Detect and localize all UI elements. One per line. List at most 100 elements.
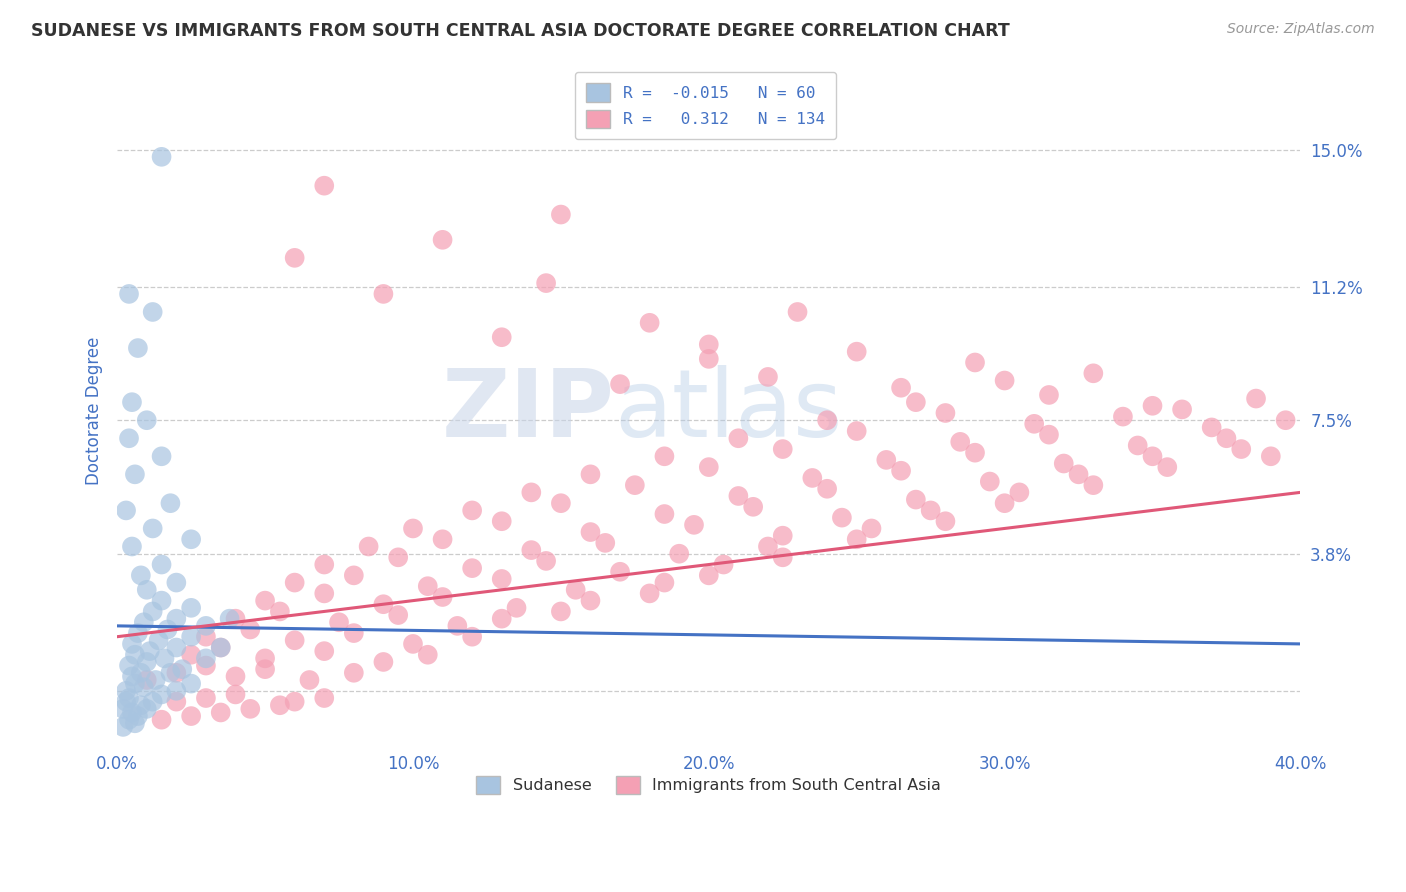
Point	[373, 655, 395, 669]
Point	[1171, 402, 1194, 417]
Point	[920, 503, 942, 517]
Point	[225, 669, 247, 683]
Point	[1215, 431, 1237, 445]
Point	[180, 630, 202, 644]
Point	[624, 478, 647, 492]
Point	[579, 593, 602, 607]
Point	[124, 676, 146, 690]
Point	[269, 698, 291, 713]
Point	[727, 431, 749, 445]
Point	[963, 445, 986, 459]
Point	[150, 558, 173, 572]
Point	[357, 540, 380, 554]
Point	[180, 648, 202, 662]
Point	[269, 604, 291, 618]
Point	[1260, 450, 1282, 464]
Point	[949, 434, 972, 449]
Point	[579, 467, 602, 482]
Point	[180, 600, 202, 615]
Point	[209, 640, 232, 655]
Point	[772, 442, 794, 456]
Text: ZIP: ZIP	[441, 365, 614, 458]
Point	[314, 691, 336, 706]
Legend: Sudanese, Immigrants from South Central Asia: Sudanese, Immigrants from South Central …	[467, 766, 950, 804]
Point	[127, 626, 149, 640]
Point	[683, 517, 706, 532]
Point	[815, 482, 838, 496]
Point	[579, 524, 602, 539]
Point	[593, 536, 616, 550]
Point	[194, 658, 217, 673]
Point	[145, 673, 167, 687]
Point	[534, 276, 557, 290]
Point	[165, 575, 187, 590]
Point	[343, 568, 366, 582]
Point	[461, 630, 484, 644]
Point	[1053, 457, 1076, 471]
Point	[150, 593, 173, 607]
Point	[432, 533, 454, 547]
Point	[343, 665, 366, 680]
Point	[1126, 438, 1149, 452]
Point	[115, 695, 138, 709]
Point	[638, 586, 661, 600]
Point	[979, 475, 1001, 489]
Point	[328, 615, 350, 630]
Point	[875, 453, 897, 467]
Point	[150, 713, 173, 727]
Point	[142, 695, 165, 709]
Point	[845, 344, 868, 359]
Point	[491, 514, 513, 528]
Point	[180, 676, 202, 690]
Point	[209, 640, 232, 655]
Point	[180, 533, 202, 547]
Point	[284, 575, 307, 590]
Point	[194, 630, 217, 644]
Point	[225, 688, 247, 702]
Point	[180, 709, 202, 723]
Point	[446, 619, 468, 633]
Point	[124, 648, 146, 662]
Point	[343, 626, 366, 640]
Point	[129, 665, 152, 680]
Point	[564, 582, 586, 597]
Point	[121, 706, 143, 720]
Point	[142, 521, 165, 535]
Point	[121, 395, 143, 409]
Point	[284, 633, 307, 648]
Point	[1274, 413, 1296, 427]
Point	[135, 655, 157, 669]
Point	[127, 341, 149, 355]
Point	[121, 637, 143, 651]
Point	[159, 496, 181, 510]
Point	[609, 565, 631, 579]
Point	[148, 633, 170, 648]
Point	[491, 330, 513, 344]
Point	[118, 287, 141, 301]
Point	[135, 702, 157, 716]
Point	[742, 500, 765, 514]
Point	[1156, 460, 1178, 475]
Point	[831, 510, 853, 524]
Point	[697, 460, 720, 475]
Point	[756, 370, 779, 384]
Point	[1067, 467, 1090, 482]
Point	[118, 713, 141, 727]
Point	[416, 579, 439, 593]
Point	[786, 305, 808, 319]
Point	[697, 351, 720, 366]
Point	[121, 540, 143, 554]
Point	[845, 533, 868, 547]
Point	[156, 623, 179, 637]
Point	[129, 698, 152, 713]
Point	[118, 691, 141, 706]
Point	[713, 558, 735, 572]
Point	[402, 637, 425, 651]
Point	[772, 550, 794, 565]
Point	[1142, 399, 1164, 413]
Point	[129, 568, 152, 582]
Point	[118, 658, 141, 673]
Point	[491, 612, 513, 626]
Point	[132, 680, 155, 694]
Text: atlas: atlas	[614, 365, 842, 458]
